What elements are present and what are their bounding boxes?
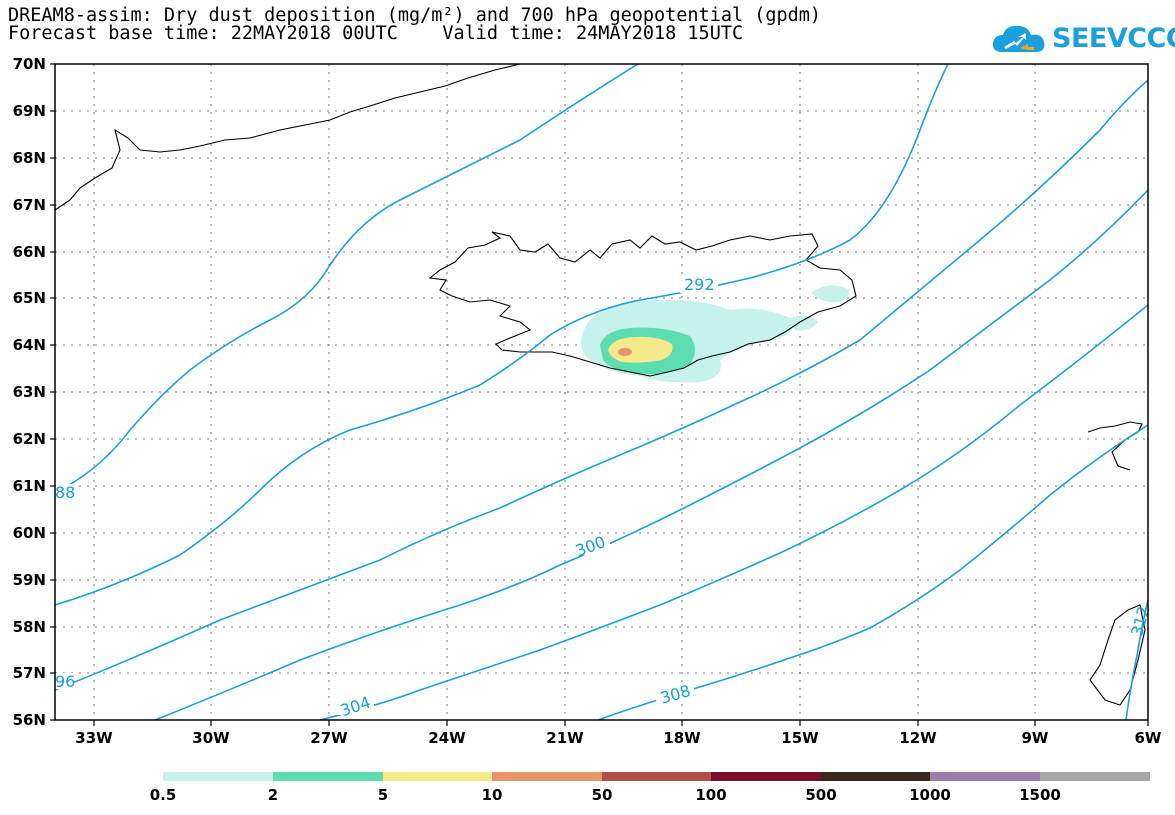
lat-label: 66N — [13, 243, 46, 261]
lon-label: 6W — [1135, 729, 1162, 747]
contour-300 — [154, 189, 1149, 721]
colorbar-label: 0.5 — [150, 786, 177, 804]
contour-296 — [54, 79, 1149, 691]
coastlines — [54, 63, 1146, 706]
colorbar: 0.5 2 5 10 50 100 500 1000 1500 — [150, 772, 1150, 804]
colorbar-label: 100 — [695, 786, 726, 804]
colorbar-swatch — [273, 772, 383, 781]
lat-label: 63N — [13, 383, 46, 401]
colorbar-label: 10 — [482, 786, 503, 804]
lat-label: 57N — [13, 664, 46, 682]
lon-label: 27W — [310, 729, 348, 747]
contour-label-292: 292 — [684, 275, 715, 294]
colorbar-swatch — [930, 772, 1040, 781]
contour-288 — [54, 63, 639, 494]
map-title-line1: DREAM8-assim: Dry dust deposition (mg/m²… — [8, 5, 822, 26]
lon-label: 12W — [899, 729, 937, 747]
colorbar-label: 5 — [378, 786, 388, 804]
colorbar-label: 1000 — [909, 786, 951, 804]
latitude-labels: 70N 69N 68N 67N 66N 65N 64N 63N 62N 61N … — [13, 55, 46, 729]
lat-label: 68N — [13, 149, 46, 167]
lon-label: 30W — [192, 729, 230, 747]
contour-312 — [1125, 599, 1149, 721]
lat-label: 60N — [13, 524, 46, 542]
seevccc-logo: SEEVCCC — [990, 22, 1175, 56]
lon-label: 18W — [663, 729, 701, 747]
contour-label-88: 88 — [55, 483, 75, 502]
cloud-icon — [992, 25, 1045, 52]
colorbar-label: 1500 — [1019, 786, 1061, 804]
colorbar-swatch — [1040, 772, 1150, 781]
lat-label: 61N — [13, 477, 46, 495]
lat-label: 62N — [13, 430, 46, 448]
lat-label: 56N — [13, 711, 46, 729]
colorbar-swatch — [821, 772, 930, 781]
contour-304 — [319, 304, 1149, 721]
colorbar-label: 500 — [805, 786, 836, 804]
lat-label: 58N — [13, 618, 46, 636]
logo-text: SEEVCCC — [1052, 23, 1175, 54]
graticule — [55, 64, 1148, 720]
colorbar-swatch — [711, 772, 821, 781]
lat-label: 70N — [13, 55, 46, 73]
lat-label: 59N — [13, 571, 46, 589]
colorbar-swatch — [383, 772, 492, 781]
lat-label: 69N — [13, 102, 46, 120]
colorbar-swatch — [602, 772, 711, 781]
dust-deposition-field — [581, 285, 850, 383]
lon-label: 15W — [781, 729, 819, 747]
map-area — [55, 64, 1148, 720]
lon-label: 9W — [1022, 729, 1049, 747]
lon-label: 33W — [75, 729, 113, 747]
colorbar-swatch — [163, 772, 273, 781]
contour-292 — [54, 63, 949, 606]
lat-label: 67N — [13, 196, 46, 214]
contour-label-96: 96 — [55, 672, 75, 691]
axis-ticks — [50, 63, 1149, 726]
lon-label: 24W — [428, 729, 466, 747]
map-title-line2: Forecast base time: 22MAY2018 00UTC Vali… — [8, 23, 744, 44]
lon-label: 21W — [546, 729, 584, 747]
longitude-labels: 33W 30W 27W 24W 21W 18W 15W 12W 9W 6W — [75, 729, 1162, 747]
lat-label: 65N — [13, 289, 46, 307]
colorbar-label: 2 — [268, 786, 278, 804]
lat-label: 64N — [13, 336, 46, 354]
colorbar-swatch — [492, 772, 602, 781]
colorbar-label: 50 — [592, 786, 613, 804]
geopotential-contours — [54, 63, 1149, 721]
